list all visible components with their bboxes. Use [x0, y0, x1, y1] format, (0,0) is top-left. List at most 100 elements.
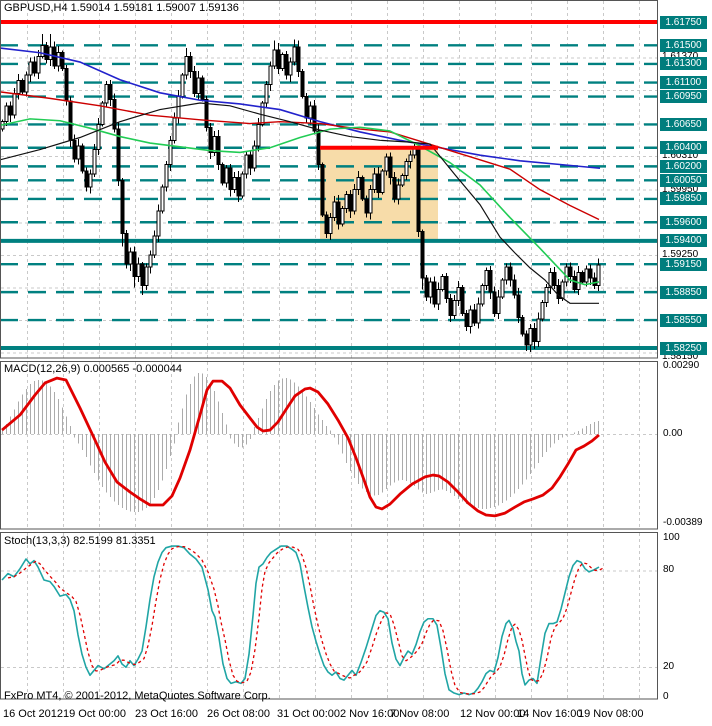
candle-body [160, 186, 165, 212]
candle-body [212, 136, 217, 153]
candle-body [184, 55, 189, 76]
candle-body [100, 102, 105, 125]
candle-body [320, 164, 325, 216]
stoch-d-line [7, 545, 603, 695]
candle-body [144, 266, 149, 287]
candle-body [444, 275, 449, 300]
candle-body [200, 77, 205, 100]
candle-body [556, 285, 561, 300]
candle-body [304, 96, 309, 119]
candle-body [452, 299, 457, 316]
candle-body [584, 268, 589, 283]
candle-body [424, 277, 429, 298]
candle-body [488, 270, 493, 293]
candle-body [332, 201, 337, 219]
candle-body [4, 105, 9, 123]
candle-body [536, 318, 541, 342]
price-level-badge: 1.60650 [660, 117, 707, 131]
candle-body [120, 179, 125, 234]
candle-body [372, 173, 377, 191]
candle-body [308, 105, 313, 119]
candle-body [188, 55, 193, 72]
candle-body [240, 173, 245, 197]
stoch-axis-label: 0 [663, 691, 669, 702]
candle-body [524, 333, 529, 346]
panel-frame-0 [0, 0, 658, 359]
price-level-badge: 1.60050 [660, 173, 707, 187]
candle-body [580, 272, 585, 283]
candle-body [408, 154, 413, 163]
candle-body [72, 139, 77, 160]
candle-body [232, 177, 237, 191]
candle-body [376, 173, 381, 193]
candle-body [256, 123, 261, 147]
candle-body [468, 309, 473, 328]
candle-body [316, 130, 321, 166]
ma-red-line [0, 91, 600, 221]
price-level-badge: 1.58550 [660, 313, 707, 327]
time-axis-label: 23 Oct 16:00 [135, 708, 198, 720]
candle-body [500, 279, 505, 298]
candle-body [60, 52, 65, 70]
stoch-k-line [1, 545, 600, 696]
candle-body [552, 272, 557, 287]
time-axis-label: 16 Oct 2012 [3, 708, 63, 720]
candle-body [384, 156, 389, 172]
price-level-badge: 1.61100 [660, 76, 707, 90]
ma-blue-line [0, 47, 601, 170]
price-axis-tick: 1.58150 [662, 351, 699, 363]
candle-body [540, 301, 545, 320]
candle-body [344, 193, 349, 209]
candle-body [124, 232, 129, 265]
candle-body [576, 272, 581, 290]
candle-body [560, 281, 565, 300]
price-axis-tick: 1.60310 [662, 150, 699, 162]
candle-body [168, 139, 173, 166]
candle-body [56, 52, 61, 67]
candle-body [16, 80, 21, 95]
price-level-badge: 1.59850 [660, 192, 707, 206]
candle-body [516, 294, 521, 318]
macd-axis-zero: 0.00 [663, 428, 683, 439]
candle-body [484, 270, 489, 287]
candle-body [388, 156, 393, 179]
candle-body [300, 70, 305, 98]
candle-body [392, 177, 397, 200]
candle-body [236, 177, 241, 197]
candle-body [208, 126, 213, 153]
price-level-badge: 1.59150 [660, 257, 707, 271]
candle-body [572, 275, 577, 290]
price-level-badge: 1.60400 [660, 141, 707, 155]
candle-body [76, 145, 81, 160]
candle-body [448, 298, 453, 316]
candle-body [428, 281, 433, 298]
candle-body [276, 49, 281, 70]
price-level-badge: 1.58850 [660, 285, 707, 299]
time-axis-label: 12 Nov 00:00 [460, 708, 526, 720]
candle-body [432, 281, 437, 305]
candle-body [596, 264, 601, 287]
ma-green-line [0, 118, 600, 286]
candle-body [368, 189, 373, 214]
candle-body [356, 177, 361, 191]
candle-body [32, 61, 37, 74]
candle-body [400, 175, 405, 186]
candle-body [460, 286, 465, 315]
candle-body [480, 285, 485, 305]
stoch-axis-label: 100 [663, 532, 680, 543]
candle-body [508, 266, 513, 281]
time-axis-label: 7 Nov 08:00 [390, 708, 450, 720]
candle-body [472, 309, 477, 324]
candle-body [92, 149, 97, 175]
candle-body [324, 214, 329, 234]
candle-body [360, 177, 365, 200]
candle-body [588, 268, 593, 279]
macd-axis-top: 0.00290 [663, 360, 700, 371]
candle-body [132, 251, 137, 277]
candle-body [440, 275, 445, 290]
candle-body [504, 266, 509, 281]
candle-body [272, 49, 277, 67]
candle-body [164, 164, 169, 188]
candle-body [220, 164, 225, 184]
